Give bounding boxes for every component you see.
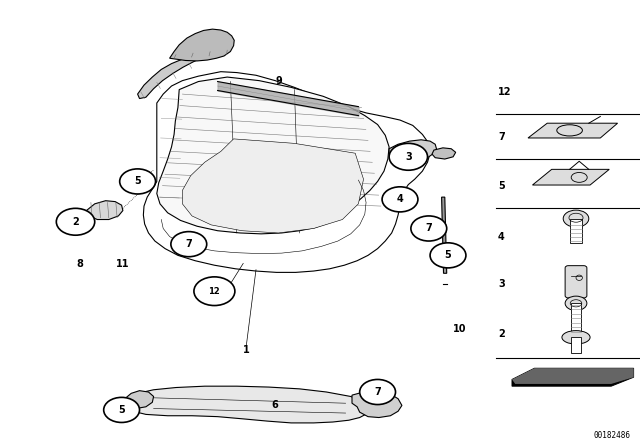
- Circle shape: [411, 216, 447, 241]
- Text: 2: 2: [72, 217, 79, 227]
- Polygon shape: [432, 148, 456, 159]
- Text: 3: 3: [498, 280, 505, 289]
- Circle shape: [430, 243, 466, 268]
- Polygon shape: [157, 77, 389, 234]
- Circle shape: [194, 277, 235, 306]
- Circle shape: [120, 169, 156, 194]
- Ellipse shape: [563, 210, 589, 227]
- Text: 4: 4: [498, 233, 505, 242]
- Circle shape: [56, 208, 95, 235]
- Ellipse shape: [565, 296, 587, 310]
- Ellipse shape: [562, 331, 590, 344]
- Text: 5: 5: [134, 177, 141, 186]
- Text: 2: 2: [498, 329, 505, 339]
- Text: 10: 10: [452, 324, 467, 334]
- Text: 00182486: 00182486: [593, 431, 630, 440]
- Polygon shape: [86, 201, 123, 220]
- Polygon shape: [138, 51, 212, 99]
- Circle shape: [389, 143, 428, 170]
- Polygon shape: [127, 386, 371, 423]
- Polygon shape: [352, 391, 402, 418]
- Polygon shape: [528, 123, 618, 138]
- Polygon shape: [389, 140, 436, 162]
- Bar: [571, 303, 581, 334]
- Polygon shape: [442, 197, 447, 273]
- Polygon shape: [532, 169, 609, 185]
- Polygon shape: [123, 391, 154, 409]
- Bar: [571, 337, 581, 353]
- Text: 12: 12: [209, 287, 220, 296]
- FancyBboxPatch shape: [565, 266, 587, 298]
- Text: 7: 7: [374, 387, 381, 397]
- Text: 1: 1: [243, 345, 250, 355]
- Circle shape: [382, 187, 418, 212]
- Text: 7: 7: [426, 224, 432, 233]
- Text: 6: 6: [272, 401, 278, 410]
- Text: 8: 8: [77, 259, 83, 269]
- Text: 4: 4: [397, 194, 403, 204]
- Text: 3: 3: [405, 152, 412, 162]
- Text: 5: 5: [498, 181, 505, 191]
- Text: 9: 9: [275, 76, 282, 86]
- Circle shape: [171, 232, 207, 257]
- Polygon shape: [512, 368, 634, 384]
- Text: 7: 7: [498, 132, 505, 142]
- Circle shape: [360, 379, 396, 405]
- Bar: [570, 219, 582, 243]
- Polygon shape: [512, 368, 634, 386]
- Text: 5: 5: [118, 405, 125, 415]
- Circle shape: [104, 397, 140, 422]
- Text: 12: 12: [498, 87, 511, 97]
- Polygon shape: [170, 29, 234, 61]
- Text: 5: 5: [445, 250, 451, 260]
- Polygon shape: [182, 139, 364, 233]
- Text: 11: 11: [116, 259, 130, 269]
- Text: 7: 7: [186, 239, 192, 249]
